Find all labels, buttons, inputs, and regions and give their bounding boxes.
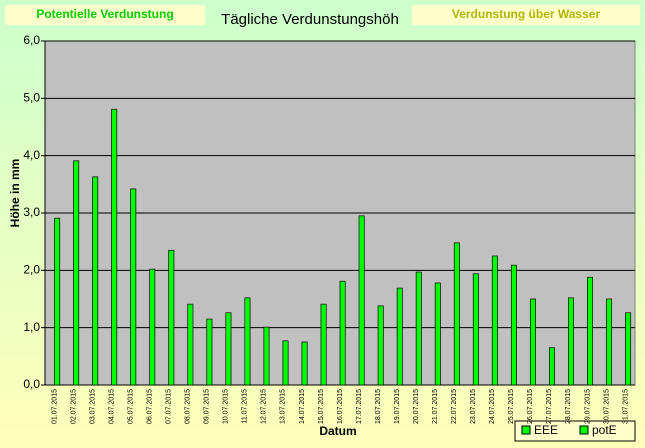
x-axis-label: Datum: [319, 424, 356, 438]
x-tick-label: 25.07.2015: [508, 389, 515, 424]
x-tick-label: 09.07.2015: [204, 389, 211, 424]
bar: [168, 249, 175, 386]
bar: [625, 312, 632, 386]
x-tick-label: 01.07.2015: [51, 389, 58, 424]
y-tick-label: 2,0: [23, 263, 40, 277]
bar: [111, 108, 118, 386]
x-tick-label: 12.07.2015: [261, 389, 268, 424]
legend-swatch: [521, 425, 531, 435]
x-tick-label: 27.07.2015: [546, 389, 553, 424]
bar: [301, 341, 308, 386]
bar: [587, 276, 594, 386]
x-tick-label: 14.07.2015: [299, 389, 306, 424]
x-tick-label: 06.07.2015: [147, 389, 154, 424]
y-tick-label: 1,0: [23, 320, 40, 334]
x-tick-label: 15.07.2015: [318, 389, 325, 424]
bar: [549, 347, 555, 386]
bar: [206, 318, 213, 386]
bar: [54, 217, 61, 386]
bar: [282, 340, 289, 386]
chart-title: Tägliche Verdunstungshöh: [221, 11, 399, 28]
bar: [529, 298, 536, 386]
bar: [187, 303, 194, 386]
x-tick-label: 10.07.2015: [223, 389, 230, 424]
y-tick-label: 5,0: [23, 91, 40, 105]
x-tick-label: 30.07.2015: [603, 389, 610, 424]
bar: [396, 287, 403, 386]
y-tick-label: 3,0: [23, 205, 40, 219]
bar: [149, 268, 156, 386]
bar: [244, 297, 251, 386]
bar: [510, 264, 517, 386]
y-tick-label: 4,0: [23, 148, 40, 162]
bar: [92, 176, 99, 386]
button-label[interactable]: Verdunstung über Wasser: [452, 7, 601, 21]
bar: [415, 271, 422, 386]
x-tick-label: 18.07.2015: [375, 389, 382, 424]
x-tick-label: 21.07.2015: [432, 389, 439, 424]
x-tick-label: 04.07.2015: [108, 389, 115, 424]
x-tick-label: 24.07.2015: [489, 389, 496, 424]
button-label[interactable]: Potentielle Verdunstung: [36, 7, 173, 21]
x-tick-label: 22.07.2015: [451, 389, 458, 424]
legend-swatch: [579, 425, 589, 435]
bar: [434, 282, 441, 386]
x-tick-label: 02.07.2015: [70, 389, 77, 424]
bar: [453, 242, 460, 386]
bar: [606, 298, 613, 386]
bar: [377, 305, 384, 386]
bar: [491, 255, 498, 386]
x-tick-label: 07.07.2015: [166, 389, 173, 424]
x-tick-label: 28.07.2015: [565, 389, 572, 424]
x-tick-label: 17.07.2015: [356, 389, 363, 424]
bar: [339, 280, 346, 386]
x-tick-label: 08.07.2015: [185, 389, 192, 424]
bar: [263, 326, 270, 386]
x-tick-label: 26.07.2015: [527, 389, 534, 424]
x-tick-label: 19.07.2015: [394, 389, 401, 424]
y-tick-label: 0,0: [23, 377, 40, 391]
legend-label: potE: [592, 423, 617, 437]
legend: EEE potE: [514, 420, 636, 442]
x-tick-label: 05.07.2015: [127, 389, 134, 424]
y-tick-label: 6,0: [23, 33, 40, 47]
x-tick-label: 13.07.2015: [280, 389, 287, 424]
button-water[interactable]: [412, 5, 640, 25]
x-tick-label: 03.07.2015: [89, 389, 96, 424]
bar: [358, 215, 365, 386]
bar: [472, 273, 479, 386]
x-tick-label: 20.07.2015: [413, 389, 420, 424]
bar: [73, 160, 80, 386]
bar: [320, 303, 327, 386]
x-tick-label: 29.07.2015: [584, 389, 591, 424]
x-tick-label: 31.07.2015: [622, 389, 629, 424]
bar: [130, 188, 137, 386]
bar: [225, 312, 232, 386]
legend-box: [514, 420, 636, 442]
x-tick-label: 11.07.2015: [242, 389, 249, 424]
button-potential[interactable]: [5, 5, 205, 25]
legend-label: EEE: [534, 423, 558, 437]
x-tick-label: 16.07.2015: [337, 389, 344, 424]
bar: [568, 297, 574, 386]
x-tick-label: 23.07.2015: [470, 389, 477, 424]
y-axis-label: Höhe in mm: [8, 159, 22, 228]
